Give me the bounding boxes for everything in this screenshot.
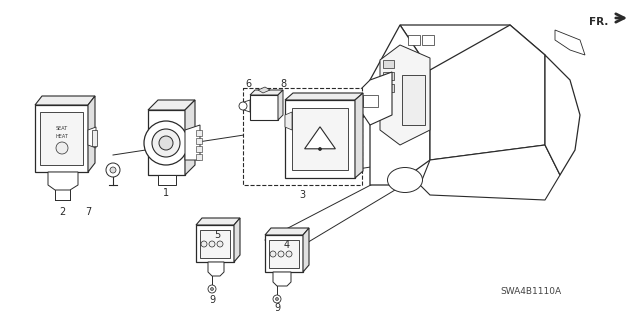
Circle shape bbox=[106, 163, 120, 177]
Polygon shape bbox=[208, 262, 224, 276]
Text: 6: 6 bbox=[245, 79, 251, 89]
Circle shape bbox=[201, 241, 207, 247]
Polygon shape bbox=[380, 45, 430, 145]
Circle shape bbox=[144, 121, 188, 165]
Polygon shape bbox=[292, 108, 348, 170]
Text: 5: 5 bbox=[214, 230, 220, 240]
Polygon shape bbox=[200, 230, 230, 258]
Circle shape bbox=[239, 102, 247, 110]
Circle shape bbox=[56, 142, 68, 154]
Polygon shape bbox=[305, 127, 335, 149]
Polygon shape bbox=[303, 228, 309, 272]
Polygon shape bbox=[285, 112, 292, 130]
Polygon shape bbox=[196, 218, 240, 225]
Polygon shape bbox=[278, 90, 283, 120]
Circle shape bbox=[270, 251, 276, 257]
Polygon shape bbox=[360, 72, 392, 125]
Polygon shape bbox=[400, 25, 545, 70]
Text: HEAT: HEAT bbox=[56, 133, 68, 138]
Polygon shape bbox=[258, 87, 270, 93]
Circle shape bbox=[110, 167, 116, 173]
Text: 3: 3 bbox=[299, 190, 305, 200]
Text: 8: 8 bbox=[280, 79, 286, 89]
Polygon shape bbox=[35, 96, 95, 105]
Polygon shape bbox=[285, 93, 363, 100]
Polygon shape bbox=[402, 75, 425, 125]
Polygon shape bbox=[250, 95, 278, 120]
Polygon shape bbox=[88, 96, 95, 172]
Bar bbox=[196, 130, 202, 136]
Bar bbox=[196, 138, 202, 144]
Text: SEAT: SEAT bbox=[56, 125, 68, 130]
Polygon shape bbox=[250, 90, 283, 95]
Polygon shape bbox=[383, 72, 394, 80]
Polygon shape bbox=[383, 84, 394, 92]
Bar bbox=[196, 146, 202, 152]
Polygon shape bbox=[420, 145, 560, 200]
Polygon shape bbox=[545, 55, 580, 175]
Polygon shape bbox=[265, 235, 303, 272]
Text: 9: 9 bbox=[209, 295, 215, 305]
Polygon shape bbox=[408, 35, 420, 45]
Polygon shape bbox=[88, 127, 96, 148]
Polygon shape bbox=[243, 88, 362, 185]
Polygon shape bbox=[269, 240, 299, 268]
Polygon shape bbox=[148, 100, 195, 110]
Polygon shape bbox=[35, 105, 88, 172]
Text: FR.: FR. bbox=[589, 17, 608, 27]
Text: SWA4B1110A: SWA4B1110A bbox=[500, 287, 561, 296]
Circle shape bbox=[319, 147, 321, 151]
Polygon shape bbox=[185, 125, 200, 160]
Polygon shape bbox=[234, 218, 240, 262]
Circle shape bbox=[273, 295, 281, 303]
Text: 2: 2 bbox=[59, 207, 65, 217]
Polygon shape bbox=[422, 35, 434, 45]
Circle shape bbox=[152, 129, 180, 157]
Circle shape bbox=[278, 251, 284, 257]
Text: 4: 4 bbox=[284, 240, 290, 250]
Polygon shape bbox=[383, 60, 394, 68]
Polygon shape bbox=[355, 93, 363, 178]
Circle shape bbox=[286, 251, 292, 257]
Polygon shape bbox=[185, 100, 195, 175]
Bar bbox=[363, 95, 378, 107]
Polygon shape bbox=[285, 100, 355, 178]
Circle shape bbox=[208, 285, 216, 293]
Text: 1: 1 bbox=[163, 188, 169, 198]
Circle shape bbox=[211, 287, 214, 291]
Polygon shape bbox=[244, 100, 250, 112]
Circle shape bbox=[159, 136, 173, 150]
Bar bbox=[196, 154, 202, 160]
Polygon shape bbox=[196, 225, 234, 262]
Text: 7: 7 bbox=[85, 207, 91, 217]
Polygon shape bbox=[265, 228, 309, 235]
Polygon shape bbox=[48, 172, 78, 190]
Circle shape bbox=[217, 241, 223, 247]
Circle shape bbox=[209, 241, 215, 247]
Polygon shape bbox=[148, 110, 185, 175]
Polygon shape bbox=[370, 25, 430, 185]
Polygon shape bbox=[555, 30, 585, 55]
Bar bbox=[92, 130, 97, 146]
Bar bbox=[158, 175, 176, 185]
Polygon shape bbox=[430, 25, 545, 160]
Text: 9: 9 bbox=[274, 303, 280, 313]
Polygon shape bbox=[273, 272, 291, 286]
Polygon shape bbox=[40, 112, 83, 165]
Ellipse shape bbox=[387, 167, 422, 192]
Circle shape bbox=[275, 298, 278, 300]
